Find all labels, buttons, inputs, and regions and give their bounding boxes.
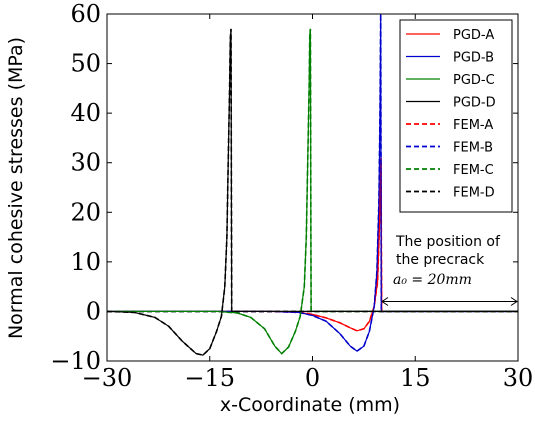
x-tick-label: 30 [503,364,534,392]
annotation-line-2: the precrack [396,252,485,268]
x-axis-label: x-Coordinate (mm) [220,394,400,416]
annotation-math: a₀ = 20mm [393,272,472,288]
x-tick-label: −15 [184,364,235,392]
legend-label-pgd-b: PGD-B [453,51,494,66]
y-tick-label: 40 [70,99,101,127]
x-tick-label: 15 [400,364,431,392]
legend-label-pgd-a: PGD-A [453,28,494,43]
y-tick-label: 60 [70,0,101,28]
y-tick-label: 50 [70,50,101,78]
annotation-arrow-head-right [510,297,518,306]
annotation: The position of the precrack a₀ = 20mm [381,234,518,306]
y-tick-label: 30 [70,149,101,177]
y-tick-label: 0 [86,297,101,325]
y-tick-label: −10 [50,347,101,375]
y-axis-label: Normal cohesive stresses (MPa) [5,37,27,339]
x-tick-label: −30 [82,364,133,392]
series-layer [107,14,518,356]
series-line-pgd-d [107,28,518,356]
legend-box [399,19,513,213]
legend-label-fem-d: FEM-D [453,186,495,201]
legend-label-fem-a: FEM-A [453,118,493,133]
series-line-pgd-c [107,28,518,355]
legend-label-pgd-c: PGD-C [453,73,495,88]
annotation-line-1: The position of [395,234,501,250]
legend-label-fem-b: FEM-B [453,141,493,156]
annotation-arrow-head-left [381,297,389,306]
legend-label-pgd-d: PGD-D [453,96,496,111]
legend-label-fem-c: FEM-C [453,163,494,178]
y-tick-label: 10 [70,248,101,276]
series-line-pgd-b [107,14,518,352]
legend: PGD-A PGD-B PGD-C PGD-D FEM-A FEM-B FEM-C FEM-D [399,19,513,213]
y-tick-label: 20 [70,198,101,226]
axes: −30 −15 0 15 30 −10 0 10 20 30 40 50 60 [50,0,533,392]
x-tick-label: 0 [305,364,320,392]
